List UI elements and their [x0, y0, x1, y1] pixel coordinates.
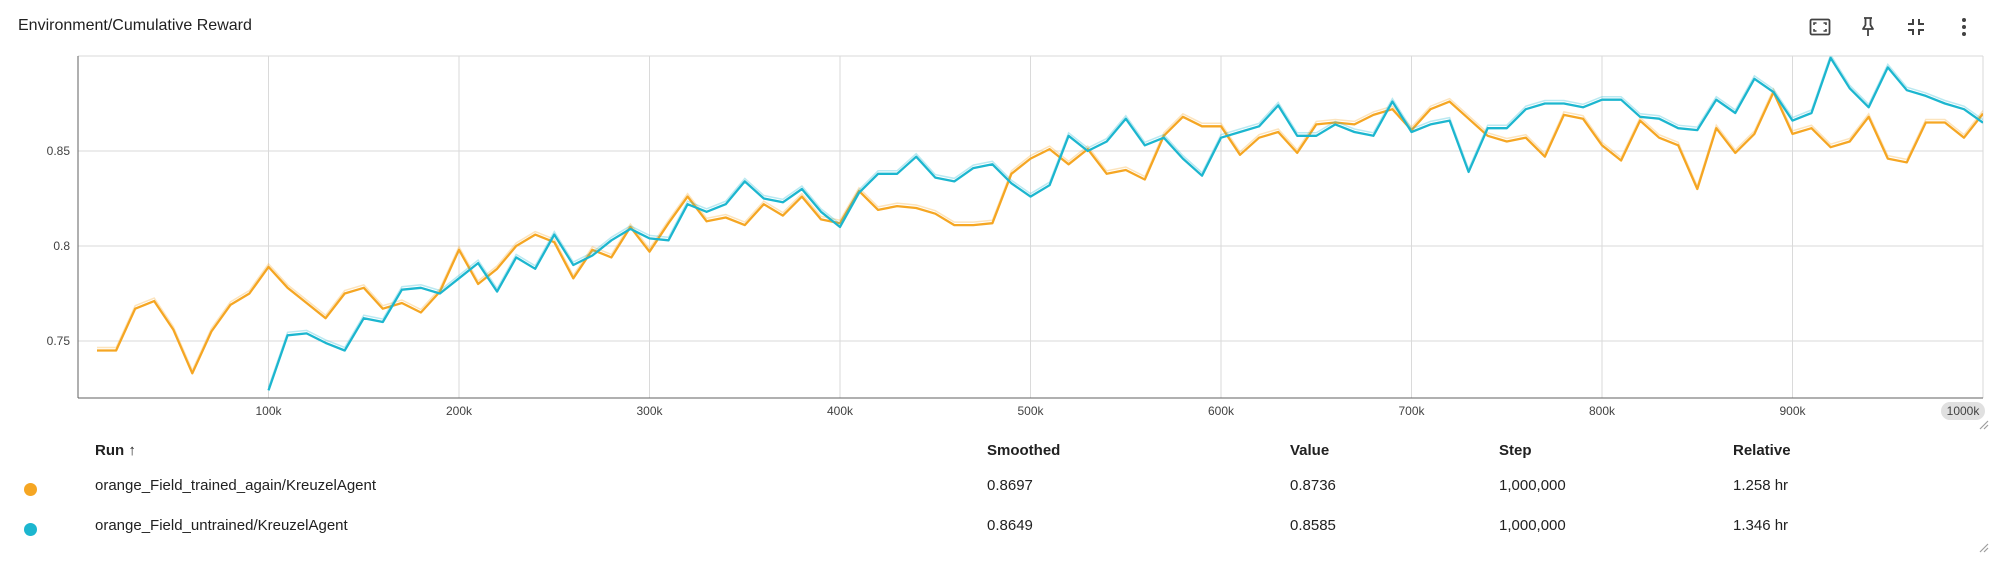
pin-button[interactable] — [1851, 12, 1885, 42]
runs-table: Run ↑ Smoothed Value Step Relative orang… — [0, 435, 1995, 545]
fullscreen-icon — [1809, 18, 1831, 36]
table-row: orange_Field_trained_again/KreuzelAgent … — [0, 465, 1995, 505]
grid-lines — [78, 55, 1984, 398]
smoothed-column-header[interactable]: Smoothed — [987, 441, 1061, 459]
y-tick-label: 0.75 — [47, 334, 71, 348]
run-name: orange_Field_untrained/KreuzelAgent — [95, 516, 348, 534]
color-header — [0, 435, 95, 465]
step-column-header[interactable]: Step — [1499, 441, 1532, 459]
run-column-header[interactable]: Run ↑ — [95, 441, 136, 459]
x-tick-highlight — [1941, 402, 1985, 420]
y-tick-label: 0.8 — [53, 239, 70, 253]
value: 0.8585 — [1290, 516, 1336, 534]
run-color-cell — [0, 505, 95, 545]
table-row: orange_Field_untrained/KreuzelAgent 0.86… — [0, 505, 1995, 545]
x-tick-label: 700k — [1398, 404, 1425, 418]
run-color-dot — [24, 522, 37, 536]
more-vert-icon — [1962, 18, 1966, 36]
smoothed-value: 0.8697 — [987, 476, 1033, 494]
relative-time: 1.346 hr — [1733, 516, 1789, 534]
series-layer — [97, 56, 1983, 391]
run-color-cell — [0, 465, 95, 505]
value-column-header[interactable]: Value — [1290, 441, 1330, 459]
more-button[interactable] — [1947, 12, 1981, 42]
run-name: orange_Field_trained_again/KreuzelAgent — [95, 476, 377, 494]
y-tick-label: 0.85 — [47, 144, 71, 158]
x-tick-label: 100k — [255, 404, 282, 418]
x-tick-label: 400k — [827, 404, 854, 418]
step: 1,000,000 — [1499, 516, 1566, 534]
smoothed-value: 0.8649 — [987, 516, 1033, 534]
collapse-button[interactable] — [1899, 12, 1933, 42]
fullscreen-button[interactable] — [1803, 12, 1837, 42]
series-line — [97, 90, 1983, 375]
run-color-dot — [24, 482, 37, 496]
value: 0.8736 — [1290, 476, 1336, 494]
card-toolbar — [1803, 12, 1981, 42]
line-chart[interactable]: 100k 200k 300k 400k 500k 600k 700k 800k 900k 1000… — [0, 50, 1995, 432]
x-tick-label: 300k — [636, 404, 663, 418]
card-title: Environment/Cumulative Reward — [18, 17, 252, 34]
collapse-icon — [1908, 19, 1924, 35]
x-tick-label: 200k — [446, 404, 473, 418]
x-tick-label: 1000k — [1947, 404, 1981, 418]
chart-resize-handle-icon[interactable] — [1977, 418, 1989, 430]
x-tick-label: 500k — [1017, 404, 1044, 418]
x-tick-label: 900k — [1779, 404, 1806, 418]
step: 1,000,000 — [1499, 476, 1566, 494]
table-resize-handle-icon[interactable] — [1977, 541, 1989, 553]
series-line — [267, 56, 1983, 391]
table-header-row: Run ↑ Smoothed Value Step Relative — [0, 435, 1995, 465]
x-tick-label: 800k — [1589, 404, 1616, 418]
series-raw-line — [267, 56, 1983, 388]
x-tick-label: 600k — [1208, 404, 1235, 418]
series-raw-line — [97, 87, 1983, 373]
relative-column-header[interactable]: Relative — [1733, 441, 1791, 459]
relative-time: 1.258 hr — [1733, 476, 1789, 494]
axes: 100k 200k 300k 400k 500k 600k 700k 800k 900k 1000… — [47, 56, 1985, 420]
pin-icon — [1862, 17, 1874, 36]
